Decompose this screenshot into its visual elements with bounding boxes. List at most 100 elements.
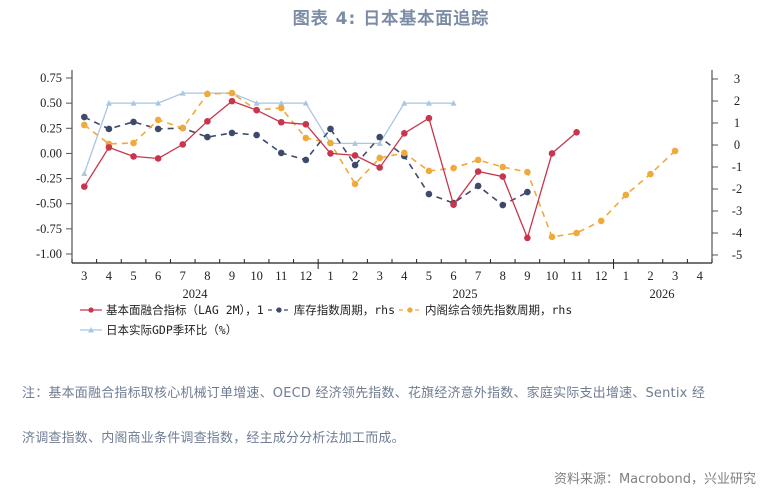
data-point-circle-icon bbox=[204, 117, 211, 125]
data-point-triangle-icon bbox=[352, 140, 359, 146]
right-y-tick-label: 2 bbox=[734, 94, 740, 108]
right-y-tick-label: -2 bbox=[732, 182, 742, 196]
legend-item-inventory-cycle: 库存指数周期，rhs bbox=[267, 302, 395, 318]
legend-item-leading-index-cycle: 内阁综合领先指数周期，rhs bbox=[399, 302, 572, 318]
left-y-tick-label: 0.50 bbox=[40, 96, 62, 110]
x-tick-label: 8 bbox=[204, 269, 210, 283]
data-point-circle-icon bbox=[573, 229, 580, 237]
data-point-circle-icon bbox=[548, 233, 556, 241]
data-point-triangle-icon bbox=[425, 100, 432, 106]
left-y-tick-label: -0.75 bbox=[36, 222, 62, 236]
x-tick-label: 6 bbox=[450, 269, 456, 283]
legend-solid-line-circle-icon bbox=[80, 307, 102, 313]
left-y-tick-label: -0.25 bbox=[36, 172, 62, 186]
data-point-circle-icon bbox=[548, 150, 556, 157]
data-point-circle-icon bbox=[253, 131, 260, 139]
data-point-triangle-icon bbox=[253, 100, 260, 106]
data-point-circle-icon bbox=[351, 180, 359, 188]
left-y-tick-label: 0.00 bbox=[40, 146, 62, 160]
right-y-tick-label: -4 bbox=[732, 226, 743, 240]
x-tick-label: 5 bbox=[130, 269, 136, 283]
data-point-circle-icon bbox=[105, 125, 113, 133]
data-point-circle-icon bbox=[277, 118, 285, 126]
x-year-label: 2025 bbox=[453, 287, 478, 300]
right-y-tick-label: 1 bbox=[734, 116, 740, 130]
data-point-circle-icon bbox=[179, 141, 187, 148]
x-tick-label: 11 bbox=[571, 269, 583, 283]
data-point-circle-icon bbox=[154, 155, 162, 162]
data-point-circle-icon bbox=[228, 97, 236, 105]
legend-label: 库存指数周期，rhs bbox=[293, 303, 395, 317]
legend-dashed-line-circle-icon bbox=[399, 307, 421, 313]
x-tick-label: 4 bbox=[401, 269, 408, 283]
data-point-circle-icon bbox=[154, 116, 162, 124]
data-point-circle-icon bbox=[81, 183, 88, 190]
data-point-circle-icon bbox=[401, 149, 408, 157]
x-tick-label: 9 bbox=[524, 269, 530, 283]
x-tick-label: 12 bbox=[300, 269, 313, 283]
data-point-circle-icon bbox=[499, 173, 507, 180]
right-y-tick-label: -3 bbox=[732, 204, 742, 218]
data-point-circle-icon bbox=[228, 129, 236, 137]
data-point-circle-icon bbox=[425, 114, 433, 122]
data-point-circle-icon bbox=[327, 150, 334, 157]
right-y-tick-label: 0 bbox=[734, 138, 740, 152]
x-year-label: 2024 bbox=[183, 287, 209, 300]
data-point-triangle-icon bbox=[278, 100, 285, 106]
data-point-circle-icon bbox=[130, 153, 137, 160]
data-point-triangle-icon bbox=[155, 100, 162, 106]
left-y-tick-label: -1.00 bbox=[36, 247, 62, 261]
x-tick-label: 7 bbox=[475, 269, 481, 283]
data-point-circle-icon bbox=[376, 133, 383, 141]
x-tick-label: 12 bbox=[595, 269, 608, 283]
data-point-circle-icon bbox=[499, 163, 507, 171]
data-point-circle-icon bbox=[450, 164, 457, 172]
data-point-circle-icon bbox=[524, 188, 531, 196]
legend-label: 基本面融合指标（LAG 2M），1 bbox=[106, 303, 264, 317]
data-point-triangle-icon bbox=[179, 90, 186, 96]
chart-plot: 0.750.500.250.00-0.25-0.50-0.75-1.003210… bbox=[36, 70, 743, 300]
data-point-circle-icon bbox=[327, 139, 334, 147]
data-point-circle-icon bbox=[302, 156, 310, 164]
data-point-circle-icon bbox=[622, 191, 630, 199]
x-tick-label: 5 bbox=[426, 269, 432, 283]
data-point-circle-icon bbox=[351, 161, 359, 169]
x-tick-label: 2 bbox=[352, 269, 358, 283]
note-line-2: 济调查指数、内阁商业条件调查指数，经主成分分析法加工而成。 bbox=[22, 431, 405, 446]
x-tick-label: 9 bbox=[229, 269, 235, 283]
legend-solid-line-triangle-icon bbox=[80, 327, 102, 333]
left-y-tick-label: -0.50 bbox=[36, 197, 62, 211]
data-point-circle-icon bbox=[474, 182, 482, 190]
data-point-circle-icon bbox=[524, 168, 531, 176]
x-tick-label: 10 bbox=[250, 269, 263, 283]
legend-label: 日本实际GDP季环比（%） bbox=[106, 323, 238, 337]
legend-item-fundamental-index: 基本面融合指标（LAG 2M），1 bbox=[80, 302, 264, 318]
data-point-circle-icon bbox=[425, 167, 433, 175]
x-tick-label: 7 bbox=[180, 269, 186, 283]
data-point-triangle-icon bbox=[130, 100, 137, 106]
data-point-circle-icon bbox=[105, 144, 113, 151]
data-point-circle-icon bbox=[573, 129, 580, 136]
x-tick-label: 3 bbox=[672, 269, 678, 283]
legend-dashed-line-circle-icon bbox=[267, 307, 290, 313]
left-y-tick-label: 0.25 bbox=[40, 121, 62, 135]
data-point-circle-icon bbox=[154, 125, 162, 133]
chart-title: 图表 4: 日本基本面追踪 bbox=[292, 9, 490, 29]
left-y-tick-label: 0.75 bbox=[40, 71, 62, 85]
data-point-circle-icon bbox=[351, 152, 359, 159]
x-tick-label: 11 bbox=[275, 269, 287, 283]
data-point-triangle-icon bbox=[450, 100, 457, 106]
note-line-1: 注：基本面融合指标取核心机械订单增速、OECD 经济领先指数、花旗经济意外指数、… bbox=[22, 386, 706, 401]
data-point-triangle-icon bbox=[401, 100, 408, 106]
data-point-circle-icon bbox=[597, 217, 605, 225]
legend-item-gdp-qoq: 日本实际GDP季环比（%） bbox=[80, 322, 237, 338]
x-tick-label: 2 bbox=[647, 269, 653, 283]
legend-label: 内阁综合领先指数周期，rhs bbox=[425, 303, 573, 317]
data-point-circle-icon bbox=[204, 133, 211, 141]
data-point-circle-icon bbox=[474, 168, 482, 175]
data-point-circle-icon bbox=[81, 113, 88, 121]
source-text: 资料来源：Macrobond，兴业研究 bbox=[553, 472, 756, 487]
data-point-circle-icon bbox=[376, 154, 383, 162]
data-point-circle-icon bbox=[81, 121, 88, 129]
data-point-circle-icon bbox=[425, 190, 433, 198]
